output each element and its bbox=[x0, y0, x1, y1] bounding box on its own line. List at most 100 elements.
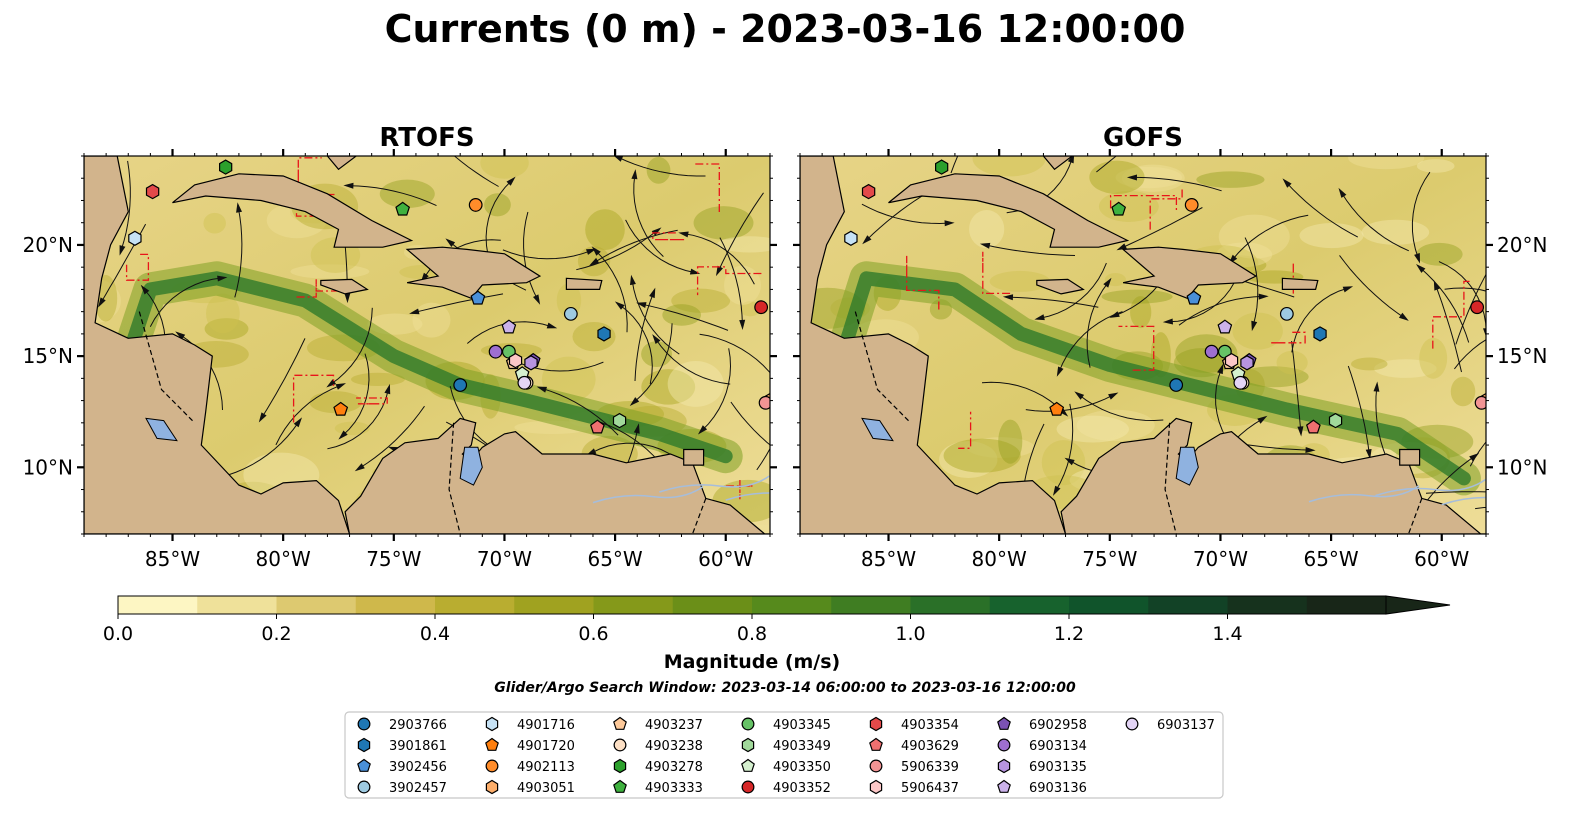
legend-marker bbox=[1125, 717, 1139, 731]
magnitude-patch bbox=[1419, 337, 1448, 379]
legend-label: 3902457 bbox=[389, 781, 447, 796]
streamline bbox=[542, 388, 619, 436]
streamline bbox=[1055, 403, 1074, 491]
float-marker-4903345 bbox=[501, 344, 516, 359]
streamline bbox=[1435, 285, 1462, 373]
legend-marker bbox=[357, 737, 371, 753]
rtofs-map-panel: 85°W 80°W 75°W 70°W 65°W 60°W 10°N 15°N 20°N RTOF… bbox=[23, 123, 777, 571]
colorbar-tick-label: 0.8 bbox=[737, 623, 767, 645]
magnitude-patch bbox=[1196, 171, 1265, 188]
river bbox=[659, 475, 770, 493]
eez-boundary bbox=[1270, 331, 1306, 344]
legend-label: 5906437 bbox=[901, 781, 959, 796]
magnitude-patch bbox=[1056, 415, 1129, 443]
magnitude-patch bbox=[379, 179, 435, 209]
magnitude-patch bbox=[1374, 359, 1437, 378]
land-mass bbox=[1121, 246, 1258, 300]
streamline bbox=[701, 348, 732, 431]
colorbar-bin bbox=[593, 596, 674, 614]
float-marker-2903766 bbox=[1169, 378, 1184, 392]
legend-marker bbox=[357, 717, 371, 731]
float-marker-4903278 bbox=[219, 159, 233, 175]
eez-boundary bbox=[125, 253, 150, 281]
streamline-arrow bbox=[633, 423, 640, 434]
magnitude-patch bbox=[1089, 160, 1145, 194]
country-border bbox=[1407, 498, 1423, 534]
country-border bbox=[448, 422, 461, 534]
x-tick-label: 75°W bbox=[1082, 547, 1137, 571]
panel-title: GOFS bbox=[1103, 123, 1183, 153]
legend-label: 6903137 bbox=[1157, 718, 1215, 733]
magnitude-patch bbox=[480, 156, 529, 179]
streamline-arrow bbox=[409, 308, 420, 315]
legend-label: 4903051 bbox=[517, 781, 575, 796]
colorbar-bin bbox=[355, 596, 436, 614]
legend-marker bbox=[613, 758, 627, 774]
streamline-arrow bbox=[1548, 538, 1556, 548]
float-marker-4903352 bbox=[1470, 300, 1485, 315]
streamline-arrow bbox=[1067, 156, 1075, 164]
colorbar-tick-label: 1.4 bbox=[1212, 623, 1242, 645]
streamline-arrow bbox=[773, 525, 781, 535]
streamline-arrow bbox=[1034, 314, 1045, 321]
streamline-arrow bbox=[1488, 257, 1496, 267]
magnitude-patch bbox=[585, 209, 625, 251]
streamline bbox=[485, 180, 512, 264]
legend-label: 3902456 bbox=[389, 760, 447, 775]
streamline-arrow bbox=[989, 89, 997, 99]
streamline bbox=[985, 244, 1076, 256]
legend-marker bbox=[869, 737, 883, 751]
streamline-arrow bbox=[1483, 328, 1486, 337]
streamline-arrow bbox=[1162, 318, 1173, 325]
streamline bbox=[1438, 261, 1486, 333]
magnitude-patch bbox=[998, 419, 1023, 464]
magnitude-patch bbox=[290, 264, 370, 279]
colorbar-extend-arrow bbox=[1385, 595, 1451, 615]
magnitude-patch bbox=[646, 157, 671, 184]
streamline-arrow bbox=[944, 220, 955, 227]
x-tick-label: 85°W bbox=[145, 547, 200, 571]
x-tick-label: 60°W bbox=[1414, 547, 1469, 571]
river bbox=[592, 486, 704, 504]
streamline bbox=[1008, 296, 1099, 308]
float-marker-4902113 bbox=[1184, 198, 1199, 212]
float-marker-4903352 bbox=[754, 300, 769, 315]
streamline bbox=[1339, 255, 1405, 318]
streamline-arrow bbox=[979, 242, 991, 249]
streamline bbox=[120, 160, 131, 250]
streamline-arrow bbox=[651, 227, 662, 236]
magnitude-patch bbox=[1101, 289, 1173, 304]
streamline bbox=[1058, 311, 1123, 372]
colorbar-bin bbox=[276, 596, 357, 614]
eez-boundary bbox=[297, 157, 322, 194]
legend-marker bbox=[997, 758, 1011, 774]
float-marker-4903278 bbox=[934, 159, 949, 175]
streamline-arrow bbox=[864, 575, 872, 585]
magnitude-patch bbox=[939, 441, 998, 479]
magnitude-patch bbox=[204, 318, 249, 340]
legend-marker bbox=[485, 737, 499, 751]
magnitude-patch bbox=[1299, 222, 1364, 249]
streamline-arrow bbox=[716, 265, 723, 277]
streamline-arrow bbox=[536, 386, 547, 393]
current-jet-core bbox=[800, 271, 1471, 497]
float-marker-5906437 bbox=[508, 352, 523, 369]
colorbar-bin bbox=[910, 596, 991, 614]
x-tick-label: 80°W bbox=[972, 547, 1027, 571]
legend-marker bbox=[485, 716, 499, 732]
magnitude-patch bbox=[484, 193, 511, 217]
streamline-arrow bbox=[586, 248, 597, 255]
streamline-arrow bbox=[1524, 308, 1534, 316]
streamline-arrow bbox=[614, 301, 625, 310]
streamline bbox=[1178, 295, 1263, 326]
streamline-arrow bbox=[1002, 294, 1014, 301]
country-border bbox=[138, 311, 196, 424]
magnitude-patch bbox=[724, 265, 761, 305]
magnitude-patch bbox=[1130, 296, 1152, 329]
legend-label: 5906339 bbox=[901, 760, 959, 775]
land-mass bbox=[888, 173, 1130, 248]
streamline bbox=[1121, 207, 1203, 249]
magnitude-patch bbox=[309, 391, 362, 414]
magnitude-patch bbox=[1041, 440, 1086, 486]
streamline-arrow bbox=[652, 334, 661, 344]
